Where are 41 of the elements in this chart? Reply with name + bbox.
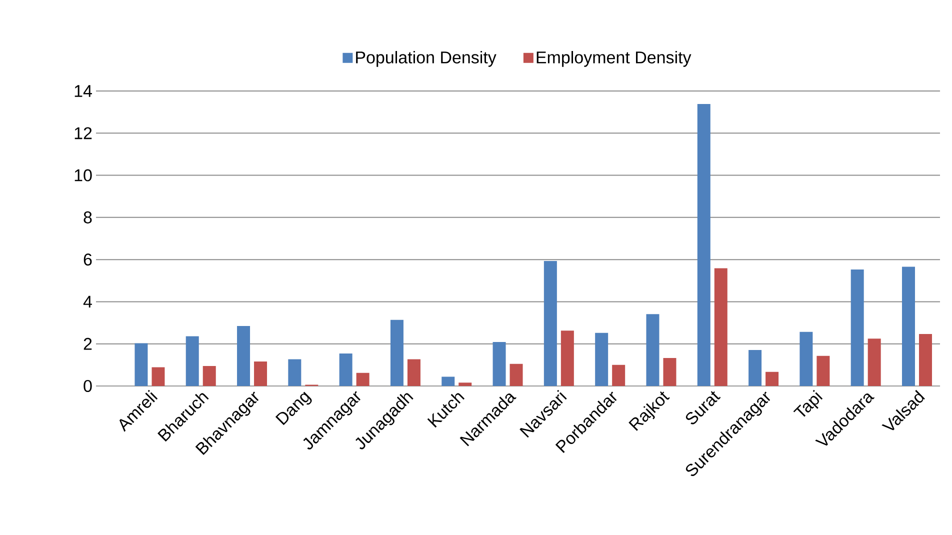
bar [134,343,148,386]
bar [646,314,660,386]
y-tick-label: 10 [74,169,92,182]
y-tick-label: 12 [74,127,92,140]
bar [458,382,472,386]
bar [612,364,626,386]
legend-label: Population Density [356,50,496,67]
bar [186,336,199,386]
bar [918,334,932,386]
y-tick-label: 6 [84,254,92,266]
bar [868,338,881,386]
bar [850,269,864,386]
y-tick-label: 2 [84,338,92,350]
y-tick-label: 8 [84,211,92,224]
bar [442,376,455,386]
bar [237,326,250,386]
y-tick-label: 0 [84,380,92,392]
bar [202,366,216,386]
bar [748,350,762,386]
y-tick-label: 14 [74,85,92,97]
bar [390,320,404,386]
bar [152,367,165,386]
bar [714,268,728,386]
bar [560,330,574,386]
bar [766,372,779,386]
bar [663,358,676,386]
bar [492,342,506,386]
bar [339,354,352,386]
bar [816,356,830,386]
bar [800,332,813,386]
bar [697,104,710,386]
legend-label: Employment Density [536,50,692,67]
bar [407,359,420,386]
bar [544,261,557,386]
bar [510,364,523,386]
bar [288,359,302,386]
bar [902,266,915,386]
bar [595,332,608,386]
bar [356,372,370,386]
bar [254,362,268,386]
y-tick-label: 4 [83,296,92,308]
